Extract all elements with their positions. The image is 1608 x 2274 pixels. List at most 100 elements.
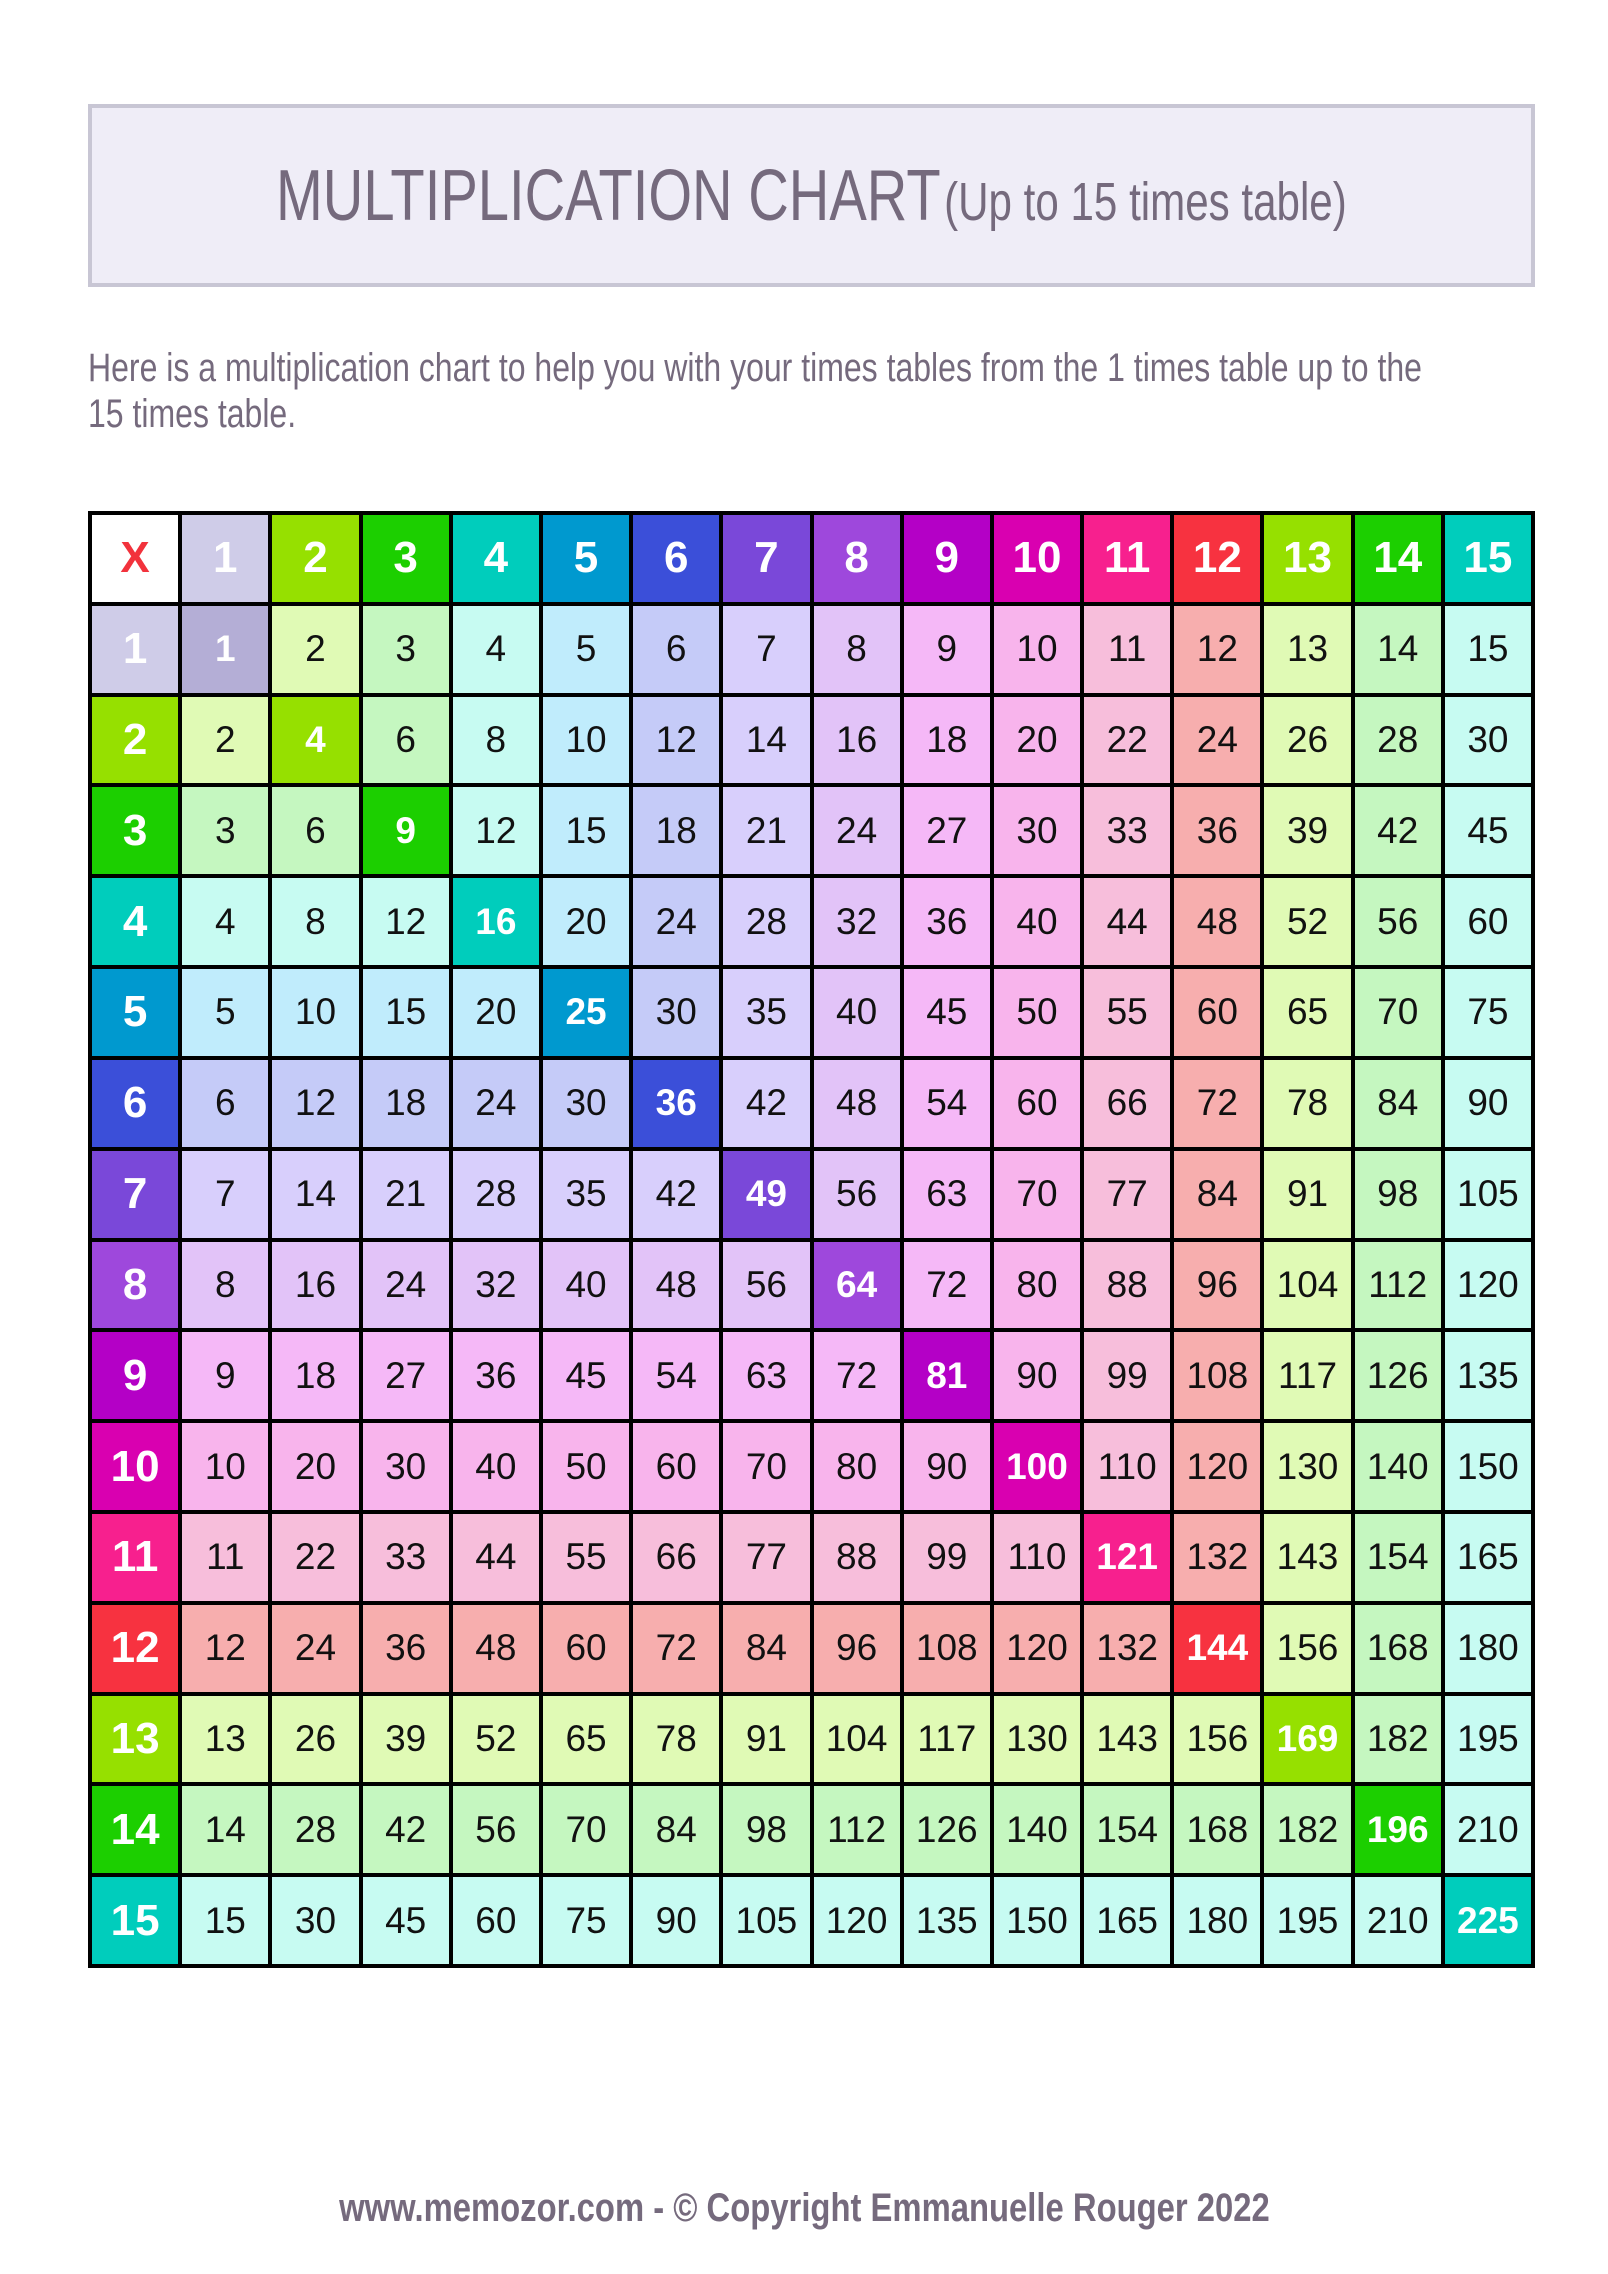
table-cell: 40 [993, 878, 1081, 966]
table-cell: 55 [1084, 969, 1171, 1056]
column-header: 12 [1174, 515, 1261, 602]
table-cell: 20 [272, 1423, 359, 1510]
table-cell: 154 [1354, 1513, 1441, 1601]
table-cell: 44 [452, 1513, 539, 1601]
table-cell: 18 [903, 696, 990, 784]
table-cell: 210 [1444, 1786, 1531, 1874]
table-cell: 70 [723, 1423, 810, 1510]
row-header: 3 [92, 787, 179, 875]
table-cell: 8 [272, 878, 359, 966]
table-cell: 45 [362, 1877, 449, 1964]
table-cell: 14 [182, 1786, 269, 1874]
table-cell: 195 [1264, 1877, 1351, 1964]
table-cell-square: 121 [1084, 1513, 1171, 1601]
footer-site-link[interactable]: www.memozor.com [338, 2186, 644, 2230]
table-cell: 72 [1174, 1059, 1261, 1147]
table-cell: 90 [1444, 1059, 1531, 1147]
column-header: 6 [633, 515, 720, 602]
table-cell: 56 [723, 1241, 810, 1329]
table-cell: 20 [993, 696, 1081, 784]
table-cell: 120 [1174, 1423, 1261, 1510]
table-cell: 27 [903, 787, 990, 875]
table-cell: 16 [272, 1241, 359, 1329]
table-cell: 180 [1444, 1604, 1531, 1692]
table-cell: 8 [813, 605, 900, 693]
table-cell: 24 [633, 878, 720, 966]
table-cell: 12 [272, 1059, 359, 1147]
table-cell-square: 9 [362, 787, 449, 875]
table-cell: 30 [1444, 696, 1531, 784]
table-cell: 90 [993, 1332, 1081, 1420]
table-cell: 16 [813, 696, 900, 784]
table-cell: 24 [1174, 696, 1261, 784]
table-cell: 21 [723, 787, 810, 875]
table-cell: 18 [272, 1332, 359, 1420]
table-cell: 15 [182, 1877, 269, 1964]
table-cell: 26 [1264, 696, 1351, 784]
table-cell: 63 [903, 1150, 990, 1238]
table-cell: 24 [813, 787, 900, 875]
table-cell: 15 [542, 787, 630, 875]
table-cell: 3 [362, 605, 449, 693]
table-cell: 9 [903, 605, 990, 693]
table-cell: 48 [813, 1059, 900, 1147]
table-cell: 13 [1264, 605, 1351, 693]
table-cell: 30 [993, 787, 1081, 875]
table-cell: 24 [452, 1059, 539, 1147]
table-cell: 182 [1264, 1786, 1351, 1874]
table-cell: 28 [1354, 696, 1441, 784]
table-cell: 88 [813, 1513, 900, 1601]
table-cell: 77 [1084, 1150, 1171, 1238]
table-cell: 66 [1084, 1059, 1171, 1147]
table-cell: 10 [272, 969, 359, 1056]
table-cell: 50 [993, 969, 1081, 1056]
table-cell: 99 [903, 1513, 990, 1601]
description-line-2: 15 times table. [88, 392, 297, 436]
table-cell: 132 [1084, 1604, 1171, 1692]
table-cell: 40 [452, 1423, 539, 1510]
row-header: 14 [92, 1786, 179, 1874]
column-header: 1 [182, 515, 269, 602]
table-cell: 91 [1264, 1150, 1351, 1238]
table-cell: 40 [813, 969, 900, 1056]
table-cell: 6 [272, 787, 359, 875]
table-cell: 6 [182, 1059, 269, 1147]
table-cell: 90 [633, 1877, 720, 1964]
table-cell: 42 [362, 1786, 449, 1874]
table-cell: 6 [633, 605, 720, 693]
table-cell: 10 [542, 696, 630, 784]
column-header: 4 [452, 515, 539, 602]
table-cell: 80 [813, 1423, 900, 1510]
page-title: MULTIPLICATION CHART (Up to 15 times tab… [276, 155, 1347, 237]
table-cell: 165 [1084, 1877, 1171, 1964]
table-cell: 117 [903, 1695, 990, 1783]
table-cell: 140 [1354, 1423, 1441, 1510]
table-cell: 48 [452, 1604, 539, 1692]
table-cell: 84 [1354, 1059, 1441, 1147]
table-cell-square: 169 [1264, 1695, 1351, 1783]
table-cell: 30 [633, 969, 720, 1056]
column-header: 8 [813, 515, 900, 602]
footer-separator: - [643, 2186, 673, 2230]
table-cell: 45 [903, 969, 990, 1056]
table-cell: 168 [1354, 1604, 1441, 1692]
table-cell: 7 [182, 1150, 269, 1238]
table-cell: 70 [1354, 969, 1441, 1056]
table-cell-square: 49 [723, 1150, 810, 1238]
table-cell: 26 [272, 1695, 359, 1783]
table-cell-square: 16 [452, 878, 539, 966]
table-cell: 15 [1444, 605, 1531, 693]
table-cell: 98 [723, 1786, 810, 1874]
column-header: 5 [542, 515, 630, 602]
table-cell: 36 [452, 1332, 539, 1420]
table-cell: 84 [1174, 1150, 1261, 1238]
table-cell: 42 [723, 1059, 810, 1147]
table-cell: 78 [1264, 1059, 1351, 1147]
column-header: 10 [993, 515, 1081, 602]
table-cell: 42 [1354, 787, 1441, 875]
table-cell: 135 [1444, 1332, 1531, 1420]
table-cell-square: 25 [542, 969, 630, 1056]
table-cell: 195 [1444, 1695, 1531, 1783]
table-cell: 104 [1264, 1241, 1351, 1329]
table-cell: 7 [723, 605, 810, 693]
